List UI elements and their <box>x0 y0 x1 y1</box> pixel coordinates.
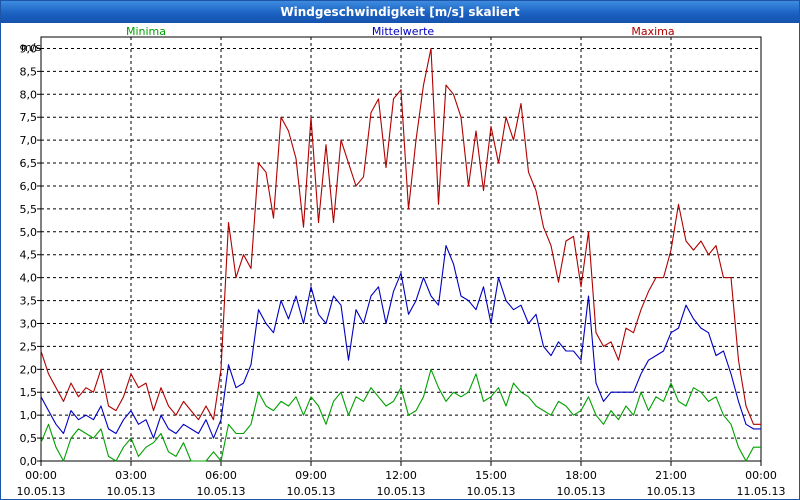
x-tick-date: 10.05.13 <box>557 485 606 498</box>
series-line-minima <box>40 368 761 462</box>
x-tick-date: 11.05.13 <box>737 485 786 498</box>
legend-item-maxima: Maxima <box>631 25 674 38</box>
y-tick-label: 9,0 <box>20 42 38 55</box>
y-tick-label: 2,0 <box>20 363 38 376</box>
x-tick-date: 10.05.13 <box>377 485 426 498</box>
x-tick-date: 10.05.13 <box>287 485 336 498</box>
x-tick-time: 18:00 <box>565 469 597 482</box>
y-tick-label: 7,5 <box>20 111 38 124</box>
y-tick-label: 3,0 <box>20 317 38 330</box>
x-tick-time: 06:00 <box>205 469 237 482</box>
x-tick-time: 03:00 <box>115 469 147 482</box>
y-tick-label: 8,0 <box>20 88 38 101</box>
y-tick-label: 6,0 <box>20 180 38 193</box>
x-tick-time: 00:00 <box>25 469 57 482</box>
x-tick-date: 10.05.13 <box>107 485 156 498</box>
y-axis-label: m/s <box>21 41 41 54</box>
data-series <box>40 47 761 462</box>
x-tick-time: 21:00 <box>655 469 687 482</box>
y-tick-label: 7,0 <box>20 134 38 147</box>
y-tick-label: 5,0 <box>20 226 38 239</box>
window-title: Windgeschwindigkeit [m/s] skaliert <box>1 1 799 23</box>
y-tick-label: 5,5 <box>20 203 38 216</box>
gridlines <box>41 37 761 461</box>
y-tick-label: 6,5 <box>20 157 38 170</box>
x-tick-time: 09:00 <box>295 469 327 482</box>
x-tick-date: 10.05.13 <box>17 485 66 498</box>
x-tick-time: 12:00 <box>385 469 417 482</box>
legend-item-minima: Minima <box>126 25 166 38</box>
y-tick-label: 4,0 <box>20 272 38 285</box>
y-tick-label: 1,5 <box>20 386 38 399</box>
y-tick-label: 2,5 <box>20 340 38 353</box>
y-tick-label: 8,5 <box>20 65 38 78</box>
x-axis-ticks: 00:00 10.05.13 03:00 10.05.13 06:00 10.05.13 0… <box>17 461 786 498</box>
y-tick-label: 0,0 <box>20 455 38 468</box>
x-tick-time: 00:00 <box>745 469 777 482</box>
y-axis-ticks: 0,0 0,5 1,0 1,5 2,0 2,5 3,0 3,5 4,0 4,5 5,0 5,5 6,0 6… <box>20 42 41 468</box>
x-tick-time: 15:00 <box>475 469 507 482</box>
series-line-maxima <box>40 47 761 425</box>
x-tick-date: 10.05.13 <box>197 485 246 498</box>
y-tick-label: 1,0 <box>20 409 38 422</box>
x-tick-date: 10.05.13 <box>467 485 516 498</box>
y-tick-label: 4,5 <box>20 249 38 262</box>
x-tick-date: 10.05.13 <box>647 485 696 498</box>
series-line-mittelwerte <box>40 245 761 439</box>
y-tick-label: 3,5 <box>20 295 38 308</box>
legend-item-mittelwerte: Mittelwerte <box>372 25 435 38</box>
y-tick-label: 0,5 <box>20 432 38 445</box>
